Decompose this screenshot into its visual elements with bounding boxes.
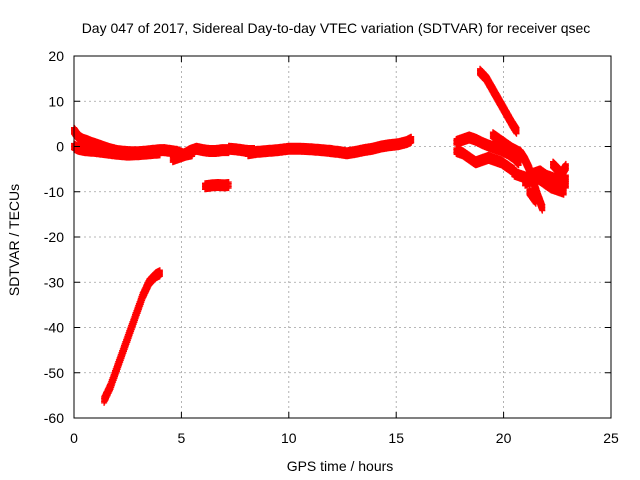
data-point-markers (526, 185, 539, 207)
axis-ticks: 0 5 10 15 20 25 -60 -50 -40 -30 -20 -10 0 10 20 (44, 48, 619, 446)
x-tick-label: 0 (70, 430, 78, 446)
series-segment-13 (550, 158, 569, 180)
data-point-markers (202, 179, 232, 193)
x-tick-label: 5 (178, 430, 186, 446)
y-tick-label: -60 (44, 410, 64, 426)
series-segment-9 (477, 65, 520, 137)
data-points (71, 65, 569, 406)
y-tick-label: 10 (48, 93, 64, 109)
series-segment-4 (202, 179, 232, 193)
x-tick-label: 15 (388, 430, 404, 446)
series-segment-15 (526, 185, 539, 207)
data-point-markers (453, 131, 522, 169)
series-segment-8 (453, 131, 522, 169)
y-tick-label: -20 (44, 229, 64, 245)
series-segment-2 (101, 267, 163, 406)
data-point-markers (169, 147, 196, 166)
series-segment-8b (453, 145, 518, 178)
y-tick-label: 0 (56, 139, 64, 155)
series-segment-7 (326, 133, 415, 160)
series-segment-12 (522, 172, 567, 198)
y-tick-label: -50 (44, 365, 64, 381)
series-segment-6 (245, 142, 335, 160)
series-segment-3b (169, 147, 196, 166)
data-point-markers (101, 267, 163, 406)
data-point-markers (550, 158, 569, 180)
chart-title: Day 047 of 2017, Sidereal Day-to-day VTE… (82, 20, 591, 36)
data-point-markers (522, 172, 567, 198)
y-axis-label: SDTVAR / TECUs (6, 184, 22, 296)
data-point-markers (554, 172, 569, 191)
y-tick-label: -30 (44, 274, 64, 290)
data-point-markers (326, 133, 415, 160)
data-point-markers (453, 145, 518, 178)
y-tick-label: -10 (44, 184, 64, 200)
x-tick-label: 20 (496, 430, 512, 446)
series-segment-14 (554, 172, 569, 191)
y-tick-label: 20 (48, 48, 64, 64)
data-point-markers (245, 142, 335, 160)
x-tick-label: 10 (281, 430, 297, 446)
x-tick-label: 25 (603, 430, 619, 446)
x-axis-label: GPS time / hours (287, 458, 394, 474)
y-tick-label: -40 (44, 320, 64, 336)
data-point-markers (477, 65, 520, 137)
